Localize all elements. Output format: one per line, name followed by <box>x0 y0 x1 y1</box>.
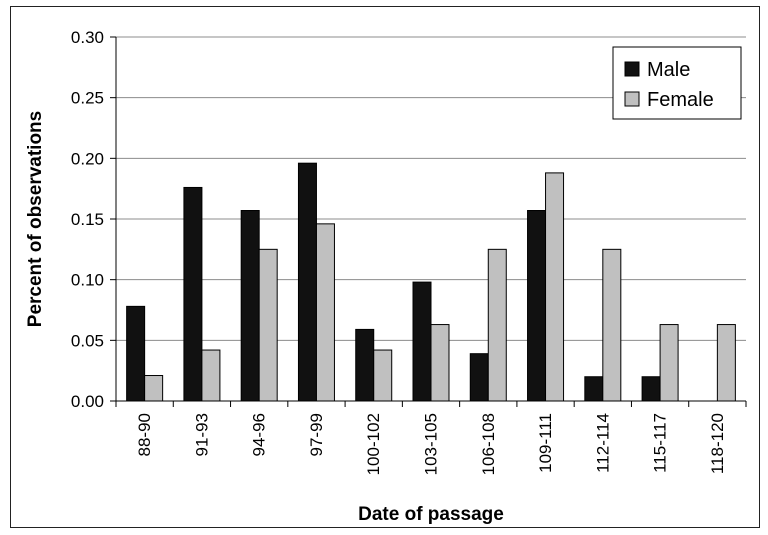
bar-female-112-114 <box>602 248 622 402</box>
bar-male-100-102 <box>355 328 375 402</box>
bar-female-103-105 <box>430 324 450 402</box>
x-tick-label: 100-102 <box>364 413 383 475</box>
x-tick-label: 88-90 <box>135 413 154 456</box>
bar-male-112-114 <box>584 376 604 402</box>
legend-box <box>612 46 742 120</box>
bars <box>126 162 736 402</box>
bar-female-88-90 <box>144 375 164 402</box>
y-tick-label: 0.15 <box>71 210 104 229</box>
gridlines <box>116 36 746 341</box>
y-tick-labels: 0.00 0.05 0.10 0.15 0.20 0.25 0.30 <box>71 28 104 411</box>
y-tick-label: 0.20 <box>71 149 104 168</box>
bar-female-94-96 <box>258 248 278 402</box>
x-axis-title: Date of passage <box>358 504 504 525</box>
bar-female-106-108 <box>487 248 507 402</box>
legend-swatch-male <box>624 61 640 77</box>
x-tick-label: 118-120 <box>708 413 727 474</box>
x-tick-label: 115-117 <box>651 413 670 473</box>
chart-frame: 0.00 0.05 0.10 0.15 0.20 0.25 0.30 88-90 91-93 9… <box>10 6 760 528</box>
bar-male-91-93 <box>183 186 203 402</box>
legend: Male Female <box>612 46 742 120</box>
x-tick-label: 109-111 <box>536 413 555 473</box>
axes <box>110 36 747 407</box>
x-tick-label: 112-114 <box>593 413 612 473</box>
x-tick-label: 103-105 <box>422 413 441 475</box>
y-tick-label: 0.00 <box>71 392 104 411</box>
x-tick-labels: 88-90 91-93 94-96 97-99 100-102 103-105 106-10… <box>135 413 727 475</box>
bar-male-97-99 <box>297 162 317 402</box>
bar-female-100-102 <box>373 349 393 402</box>
y-tick-label: 0.10 <box>71 271 104 290</box>
bar-female-97-99 <box>315 223 335 402</box>
bar-male-109-111 <box>527 210 547 402</box>
bar-female-91-93 <box>201 349 221 402</box>
x-tick-label: 94-96 <box>250 413 269 456</box>
x-tick-label: 97-99 <box>307 413 326 456</box>
bar-female-109-111 <box>545 172 565 402</box>
legend-swatch-female <box>624 91 640 107</box>
bar-male-103-105 <box>412 281 432 402</box>
y-tick-label: 0.25 <box>71 89 104 108</box>
bar-female-115-117 <box>659 324 679 402</box>
bar-chart: 0.00 0.05 0.10 0.15 0.20 0.25 0.30 88-90 91-93 9… <box>25 28 747 525</box>
bar-male-94-96 <box>240 210 260 402</box>
x-tick-label: 91-93 <box>192 413 211 456</box>
bar-male-115-117 <box>641 376 661 402</box>
bar-male-88-90 <box>126 305 146 402</box>
bar-female-118-120 <box>716 324 736 402</box>
y-tick-label: 0.30 <box>71 28 104 47</box>
x-tick-label: 106-108 <box>479 413 498 475</box>
legend-label-female: Female <box>647 89 714 111</box>
legend-label-male: Male <box>647 59 690 81</box>
bar-male-106-108 <box>469 353 489 402</box>
y-tick-label: 0.05 <box>71 331 104 350</box>
y-axis-title: Percent of observations <box>25 111 46 327</box>
